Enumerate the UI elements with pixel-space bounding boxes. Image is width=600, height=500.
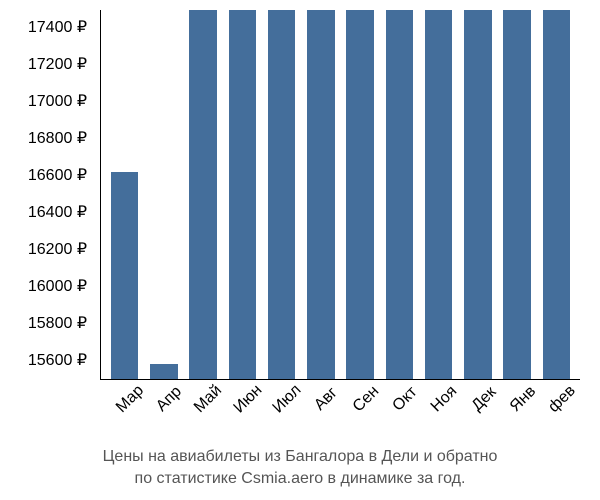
plot-area	[100, 10, 580, 380]
x-axis-labels: МарАпрМайИюнИюлАвгСенОктНояДекЯнвфев	[100, 385, 580, 445]
bar-slot	[341, 10, 380, 379]
x-tick-label: фев	[545, 382, 579, 416]
x-label-slot: Мар	[104, 385, 143, 445]
bar	[425, 10, 452, 379]
x-label-slot: Авг	[301, 385, 340, 445]
x-label-slot: Апр	[143, 385, 182, 445]
y-tick-label: 15800 ₽	[28, 313, 87, 333]
bar-slot	[184, 10, 223, 379]
x-label-slot: Янв	[497, 385, 536, 445]
chart-caption-line1: Цены на авиабилеты из Бангалора в Дели и…	[0, 448, 600, 466]
bar-slot	[380, 10, 419, 379]
x-tick-label: Ноя	[428, 383, 461, 416]
x-tick-label: Авг	[311, 384, 341, 414]
bar	[268, 10, 295, 379]
bar	[543, 10, 570, 379]
bar	[346, 10, 373, 379]
y-tick-label: 16600 ₽	[28, 165, 87, 185]
y-tick-label: 16200 ₽	[28, 239, 87, 259]
x-label-slot: Июн	[222, 385, 261, 445]
bars-container	[101, 10, 580, 379]
y-tick-label: 17000 ₽	[28, 91, 87, 111]
bar-slot	[458, 10, 497, 379]
x-label-slot: Июл	[261, 385, 300, 445]
bar-slot	[537, 10, 576, 379]
x-tick-label: Мар	[113, 382, 148, 417]
x-label-slot: фев	[537, 385, 576, 445]
bar	[386, 10, 413, 379]
bar-slot	[144, 10, 183, 379]
bar	[150, 364, 177, 379]
bar	[503, 10, 530, 379]
bar-chart: 15600 ₽ 15800 ₽ 16000 ₽ 16200 ₽ 16400 ₽ 16600…	[0, 0, 600, 500]
y-axis-labels: 15600 ₽ 15800 ₽ 16000 ₽ 16200 ₽ 16400 ₽ 16600…	[0, 10, 95, 380]
bar	[307, 10, 334, 379]
bar-slot	[105, 10, 144, 379]
bar-slot	[223, 10, 262, 379]
x-tick-label: Янв	[507, 383, 540, 416]
y-tick-label: 17400 ₽	[28, 17, 87, 37]
bar	[229, 10, 256, 379]
bar-slot	[262, 10, 301, 379]
x-tick-label: Сен	[349, 383, 382, 416]
x-label-slot: Сен	[340, 385, 379, 445]
bar	[464, 10, 491, 379]
x-label-slot: Окт	[379, 385, 418, 445]
bar	[111, 172, 138, 379]
x-label-slot: Дек	[458, 385, 497, 445]
bar-slot	[301, 10, 340, 379]
bar	[189, 10, 216, 379]
y-tick-label: 16400 ₽	[28, 202, 87, 222]
y-tick-label: 15600 ₽	[28, 350, 87, 370]
y-tick-label: 16800 ₽	[28, 128, 87, 148]
y-tick-label: 17200 ₽	[28, 54, 87, 74]
bar-slot	[419, 10, 458, 379]
x-label-slot: Май	[183, 385, 222, 445]
bar-slot	[498, 10, 537, 379]
chart-caption-line2: по статистике Csmia.aero в динамике за г…	[0, 470, 600, 488]
x-tick-label: Май	[191, 382, 226, 417]
x-tick-label: Окт	[389, 383, 421, 415]
x-tick-label: Дек	[468, 384, 500, 416]
x-label-slot: Ноя	[419, 385, 458, 445]
y-tick-label: 16000 ₽	[28, 276, 87, 296]
x-tick-label: Апр	[153, 383, 186, 416]
